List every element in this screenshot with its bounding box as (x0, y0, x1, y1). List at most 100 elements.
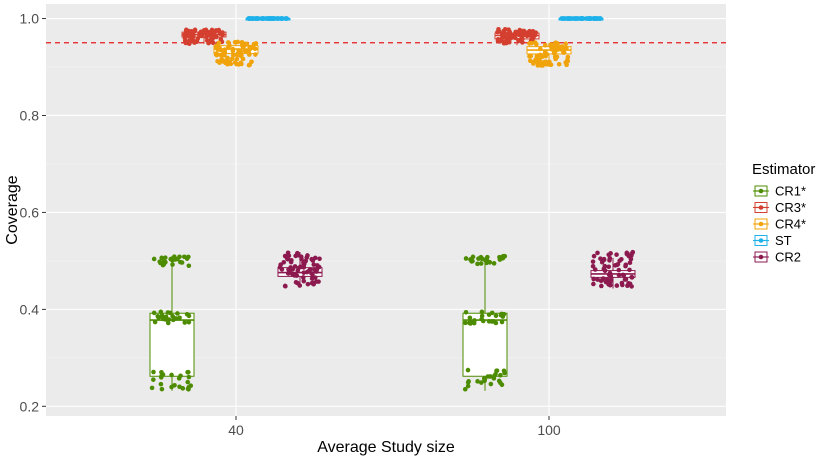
data-point (506, 27, 511, 32)
data-point (529, 40, 534, 46)
y-axis-title: Coverage (4, 175, 21, 244)
y-tick-label: 1.0 (20, 11, 40, 27)
box-cr1star-100 (462, 253, 508, 392)
data-point (496, 26, 501, 32)
data-point (488, 374, 493, 379)
data-point (183, 27, 189, 33)
data-point (253, 52, 258, 57)
box-cr2-100 (590, 249, 636, 289)
data-point (242, 48, 248, 54)
data-point (563, 60, 569, 65)
data-point (230, 52, 236, 58)
legend-item-cr1star: CR1* (753, 184, 806, 199)
data-point (484, 260, 489, 266)
data-point (595, 250, 600, 256)
data-point (479, 316, 484, 322)
data-point (532, 40, 538, 45)
data-point (502, 35, 508, 40)
data-point (575, 16, 580, 21)
data-point (592, 267, 598, 272)
data-point (627, 254, 633, 259)
data-point (214, 34, 219, 40)
data-point (601, 257, 607, 263)
data-point (563, 41, 568, 47)
data-point (598, 256, 603, 261)
data-point (204, 34, 209, 40)
data-point (495, 36, 501, 42)
data-point (217, 47, 223, 53)
data-point (491, 261, 497, 266)
data-point (293, 253, 298, 259)
data-point (173, 316, 179, 321)
data-point (501, 311, 507, 317)
data-point (543, 53, 548, 59)
data-point (292, 273, 298, 278)
data-point (623, 263, 628, 269)
data-point (240, 42, 246, 47)
data-point (591, 281, 596, 287)
data-point (616, 267, 622, 273)
data-point (606, 264, 612, 270)
y-tick-label: 0.2 (20, 398, 40, 414)
data-point (221, 59, 226, 64)
data-point (469, 259, 474, 264)
data-point (477, 256, 482, 261)
data-point (186, 34, 192, 39)
data-point (482, 378, 487, 384)
data-point (283, 254, 288, 259)
data-point (465, 367, 471, 373)
data-point (283, 16, 288, 21)
data-point (309, 256, 314, 262)
data-point (170, 262, 175, 267)
data-point (178, 373, 183, 379)
data-point (578, 16, 584, 21)
data-point (188, 29, 194, 35)
data-point (225, 55, 230, 61)
data-point (159, 255, 164, 261)
data-point (246, 62, 252, 68)
data-point (186, 374, 192, 380)
data-point (564, 16, 570, 21)
legend-key-point (758, 221, 764, 227)
data-point (186, 369, 191, 375)
data-point (190, 34, 196, 40)
legend-item-cr4star: CR4* (753, 217, 806, 232)
x-tick-label: 100 (537, 422, 561, 438)
data-point (235, 52, 241, 58)
data-point (285, 271, 291, 276)
data-point (463, 256, 469, 261)
data-point (195, 36, 201, 41)
data-point (177, 254, 182, 260)
data-point (493, 313, 499, 319)
data-point (614, 262, 620, 268)
data-point (177, 315, 182, 321)
data-point (222, 52, 227, 58)
data-point (207, 38, 212, 44)
data-point (559, 45, 565, 51)
grid-lines (46, 4, 726, 416)
data-point (186, 319, 192, 325)
data-point (317, 256, 322, 262)
data-point (507, 39, 512, 45)
legend-item-st: ST (753, 233, 792, 248)
data-point (463, 320, 468, 326)
box-cr3star-100 (494, 26, 540, 46)
legend-key-point (758, 238, 764, 243)
x-axis-ticks: 40 100 (228, 416, 561, 438)
data-point (627, 267, 632, 273)
data-point (537, 52, 543, 58)
data-point (630, 250, 635, 256)
box-st-40 (245, 16, 291, 21)
box-st-100 (558, 16, 604, 21)
data-point (486, 312, 492, 317)
data-point (183, 39, 189, 45)
data-point (227, 59, 233, 65)
legend-key-point (758, 188, 764, 194)
data-point (165, 320, 171, 326)
box-cr4star-40 (213, 39, 259, 68)
data-point (520, 36, 525, 42)
data-point (535, 63, 541, 68)
data-point (499, 319, 505, 325)
data-point (149, 385, 155, 391)
data-point (492, 373, 497, 378)
